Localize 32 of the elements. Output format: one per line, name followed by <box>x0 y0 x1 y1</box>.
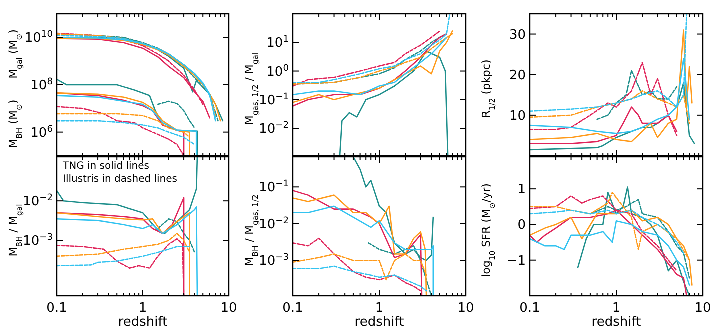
x-tick-label: 0.1 <box>520 301 540 316</box>
x-tick-label: 0.1 <box>46 301 68 316</box>
y-tick-label: 10$^{0}$ <box>266 64 290 80</box>
y-tick-label: 10$^{−1}$ <box>259 92 289 108</box>
x-tick-label: 0.1 <box>282 301 304 316</box>
y-tick-label: 1 <box>518 182 526 198</box>
x-axis-title: redshift <box>118 315 168 330</box>
y-tick-label: 10$^{1}$ <box>266 35 289 52</box>
x-tick-label: 10 <box>694 301 712 316</box>
y-tick-label: 30 <box>509 28 526 43</box>
y-tick-label: 0 <box>518 218 526 234</box>
x-tick-label: 1 <box>612 301 621 316</box>
annotation: TNG in solid lines <box>62 161 150 172</box>
y-tick-label: 10$^{−2}$ <box>259 216 289 232</box>
annotation: Illustris in dashed lines <box>63 174 178 185</box>
y-tick-label: 10$^{−2}$ <box>259 121 289 138</box>
y-tick-label: 10$^{−3}$ <box>259 253 290 270</box>
y-tick-label: 10$^{−3}$ <box>23 233 54 250</box>
y-tick-label: 20 <box>509 68 526 84</box>
y-tick-label: 10$^{−2}$ <box>23 194 53 210</box>
x-tick-label: 10 <box>220 301 238 316</box>
y-tick-label: 10$^{6}$ <box>30 124 54 141</box>
y-tick-label: 10 <box>509 108 526 124</box>
x-tick-label: 1 <box>138 301 148 316</box>
x-axis-title: redshift <box>354 315 404 330</box>
y-tick-label: 10$^{−1}$ <box>259 180 289 196</box>
y-tick-label: −1 <box>506 254 526 269</box>
x-axis-title: redshift <box>592 315 642 330</box>
x-tick-label: 1 <box>375 301 384 316</box>
y-tick-label: 10$^{10}$ <box>24 30 54 46</box>
y-tick-label: 10$^{8}$ <box>30 78 54 94</box>
x-tick-label: 10 <box>458 301 474 316</box>
